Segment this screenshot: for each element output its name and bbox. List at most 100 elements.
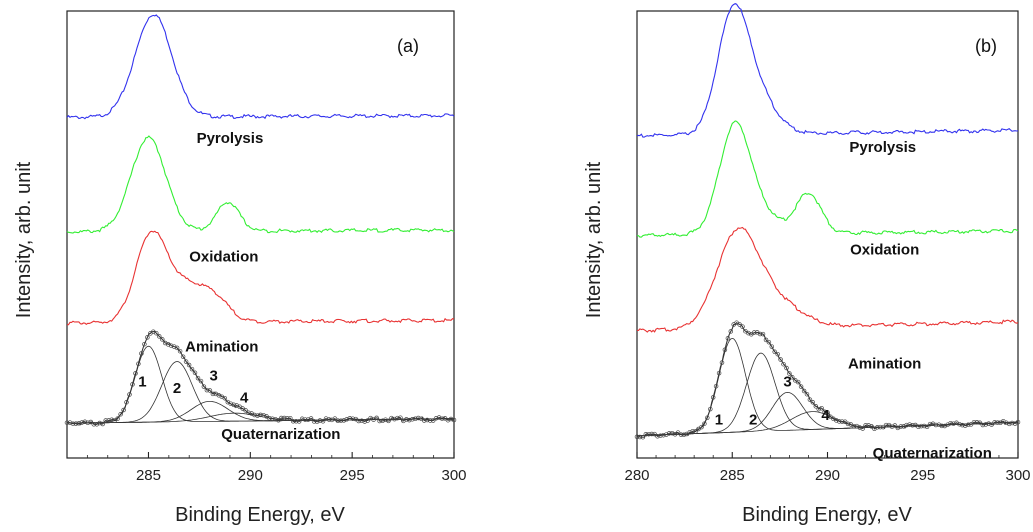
data-point bbox=[863, 423, 868, 428]
x-ticks: 280 285 290 295 300 bbox=[624, 452, 1031, 484]
data-point bbox=[180, 354, 186, 359]
data-point bbox=[139, 351, 144, 356]
data-point bbox=[198, 378, 204, 384]
data-point bbox=[763, 337, 769, 343]
data-point bbox=[430, 418, 436, 423]
data-point bbox=[323, 416, 329, 421]
series-label: Amination bbox=[185, 339, 258, 356]
data-point bbox=[822, 409, 827, 415]
data-point bbox=[332, 416, 338, 421]
data-point bbox=[421, 418, 427, 423]
panel-label: (a) bbox=[397, 36, 419, 56]
data-point bbox=[359, 418, 364, 424]
data-point bbox=[924, 424, 930, 430]
data-point bbox=[936, 422, 942, 427]
data-point bbox=[927, 421, 933, 427]
data-point bbox=[374, 415, 379, 421]
data-point bbox=[252, 412, 257, 418]
data-point bbox=[160, 337, 165, 342]
data-point bbox=[448, 416, 454, 422]
data-point bbox=[106, 418, 111, 423]
data-point bbox=[73, 421, 79, 426]
data-point bbox=[816, 406, 821, 412]
data-point bbox=[658, 433, 663, 438]
data-point bbox=[365, 418, 370, 423]
data-point bbox=[168, 343, 174, 348]
data-point bbox=[210, 391, 216, 397]
data-point bbox=[907, 422, 912, 427]
x-tick-label: 290 bbox=[815, 467, 840, 484]
data-point bbox=[664, 432, 669, 437]
data-point bbox=[916, 424, 921, 430]
data-point bbox=[769, 344, 775, 349]
data-point bbox=[640, 434, 646, 440]
peak-label: 1 bbox=[138, 373, 146, 390]
panel-a: 285 290 295 300 Pyrolysis Oxidation Amination… bbox=[13, 10, 467, 526]
series-line-amination bbox=[637, 226, 1019, 333]
data-point bbox=[825, 410, 830, 415]
data-point bbox=[904, 422, 909, 428]
data-point bbox=[85, 420, 91, 426]
x-axis-label: Binding Energy, eV bbox=[175, 504, 345, 526]
data-point bbox=[710, 395, 716, 400]
series-labels: Pyrolysis Oxidation Amination Quaternarizat… bbox=[715, 139, 992, 462]
data-point bbox=[983, 422, 989, 427]
data-point bbox=[299, 416, 305, 422]
data-point bbox=[79, 420, 85, 425]
data-point bbox=[288, 415, 293, 421]
data-point bbox=[772, 349, 777, 355]
data-point bbox=[67, 420, 73, 425]
data-point bbox=[207, 388, 213, 393]
data-point bbox=[857, 425, 862, 430]
data-point bbox=[813, 404, 819, 409]
data-point bbox=[675, 430, 681, 435]
data-point bbox=[255, 413, 260, 418]
data-point bbox=[341, 418, 347, 423]
series-label: Oxidation bbox=[850, 242, 919, 259]
data-point bbox=[246, 410, 251, 416]
data-point bbox=[383, 417, 388, 422]
data-point bbox=[968, 422, 974, 427]
data-point bbox=[112, 418, 117, 423]
data-point bbox=[142, 341, 147, 347]
data-point bbox=[948, 420, 953, 426]
data-point bbox=[356, 418, 361, 424]
data-point bbox=[410, 417, 415, 422]
data-point bbox=[389, 415, 394, 421]
data-point bbox=[790, 375, 795, 380]
data-point bbox=[145, 335, 150, 340]
data-point bbox=[737, 322, 742, 327]
data-point bbox=[395, 415, 400, 421]
data-point bbox=[296, 419, 302, 424]
data-point bbox=[836, 419, 842, 424]
data-point bbox=[740, 324, 745, 329]
peak-label: 1 bbox=[715, 411, 723, 428]
series-line-pyrolysis bbox=[66, 14, 455, 120]
data-point bbox=[933, 422, 939, 428]
data-point bbox=[121, 407, 126, 413]
data-point bbox=[1015, 419, 1021, 425]
data-point bbox=[666, 431, 672, 436]
data-point bbox=[314, 419, 320, 424]
series-labels: Pyrolysis Oxidation Amination Quaternarizat… bbox=[138, 130, 340, 443]
data-point bbox=[965, 422, 971, 428]
data-point bbox=[335, 418, 341, 423]
data-point bbox=[669, 430, 675, 436]
data-point bbox=[424, 417, 430, 423]
data-point bbox=[910, 423, 915, 428]
data-point bbox=[88, 419, 94, 425]
data-point bbox=[728, 329, 734, 334]
data-point bbox=[386, 418, 391, 424]
data-point bbox=[766, 339, 772, 345]
data-point bbox=[204, 387, 210, 393]
data-point bbox=[845, 421, 851, 427]
data-point bbox=[201, 384, 207, 389]
plot-frame bbox=[636, 10, 1019, 459]
series-label: Pyrolysis bbox=[197, 130, 264, 147]
data-point bbox=[751, 330, 757, 335]
data-point bbox=[416, 415, 421, 421]
data-point bbox=[136, 361, 141, 367]
data-point bbox=[1006, 421, 1012, 427]
series-label: Pyrolysis bbox=[849, 139, 916, 156]
data-point bbox=[957, 421, 962, 427]
